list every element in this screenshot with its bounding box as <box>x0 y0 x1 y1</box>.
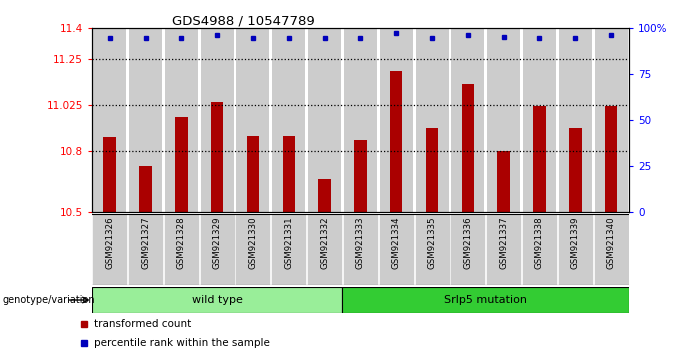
Bar <box>354 140 367 212</box>
Bar <box>237 214 269 285</box>
Text: GSM921328: GSM921328 <box>177 216 186 269</box>
Bar <box>569 127 581 212</box>
Text: GSM921334: GSM921334 <box>392 216 401 269</box>
Text: GSM921335: GSM921335 <box>428 216 437 269</box>
Bar <box>487 28 520 212</box>
Text: GSM921332: GSM921332 <box>320 216 329 269</box>
Bar <box>415 28 449 212</box>
Bar <box>343 287 629 313</box>
Bar <box>308 28 341 212</box>
Bar <box>415 214 449 285</box>
Bar <box>344 214 377 285</box>
Bar <box>594 28 628 212</box>
Bar <box>129 28 162 212</box>
Bar <box>237 28 269 212</box>
Bar <box>462 84 474 212</box>
Bar <box>390 71 403 212</box>
Text: percentile rank within the sample: percentile rank within the sample <box>95 338 270 348</box>
Text: GSM921333: GSM921333 <box>356 216 365 269</box>
Bar <box>379 214 413 285</box>
Text: GSM921327: GSM921327 <box>141 216 150 269</box>
Bar <box>211 102 224 212</box>
Bar <box>201 28 234 212</box>
Bar <box>139 166 152 212</box>
Bar <box>594 214 628 285</box>
Bar <box>272 28 305 212</box>
Bar <box>201 214 234 285</box>
Bar <box>523 28 556 212</box>
Bar <box>165 214 198 285</box>
Bar <box>175 117 188 212</box>
Text: transformed count: transformed count <box>95 319 192 329</box>
Bar <box>103 137 116 212</box>
Bar <box>93 214 126 285</box>
Bar <box>308 214 341 285</box>
Text: GSM921340: GSM921340 <box>607 216 615 269</box>
Text: GSM921329: GSM921329 <box>213 216 222 269</box>
Bar <box>605 106 617 212</box>
Bar <box>452 28 484 212</box>
Bar <box>559 28 592 212</box>
Text: GSM921331: GSM921331 <box>284 216 293 269</box>
Bar <box>272 214 305 285</box>
Text: GSM921326: GSM921326 <box>105 216 114 269</box>
Text: GSM921330: GSM921330 <box>248 216 258 269</box>
Bar <box>523 214 556 285</box>
Bar <box>129 214 162 285</box>
Bar <box>92 287 343 313</box>
Bar <box>93 28 126 212</box>
Text: wild type: wild type <box>192 295 243 305</box>
Bar <box>533 106 546 212</box>
Bar <box>487 214 520 285</box>
Bar <box>379 28 413 212</box>
Text: GSM921337: GSM921337 <box>499 216 508 269</box>
Bar <box>247 136 259 212</box>
Text: Srlp5 mutation: Srlp5 mutation <box>444 295 527 305</box>
Bar <box>165 28 198 212</box>
Bar <box>426 127 439 212</box>
Text: genotype/variation: genotype/variation <box>2 295 95 305</box>
Bar <box>452 214 484 285</box>
Text: GDS4988 / 10547789: GDS4988 / 10547789 <box>173 14 315 27</box>
Text: GSM921338: GSM921338 <box>535 216 544 269</box>
Bar <box>497 151 510 212</box>
Bar <box>559 214 592 285</box>
Text: GSM921339: GSM921339 <box>571 216 580 269</box>
Bar <box>318 179 331 212</box>
Text: GSM921336: GSM921336 <box>463 216 473 269</box>
Bar <box>282 136 295 212</box>
Bar <box>344 28 377 212</box>
